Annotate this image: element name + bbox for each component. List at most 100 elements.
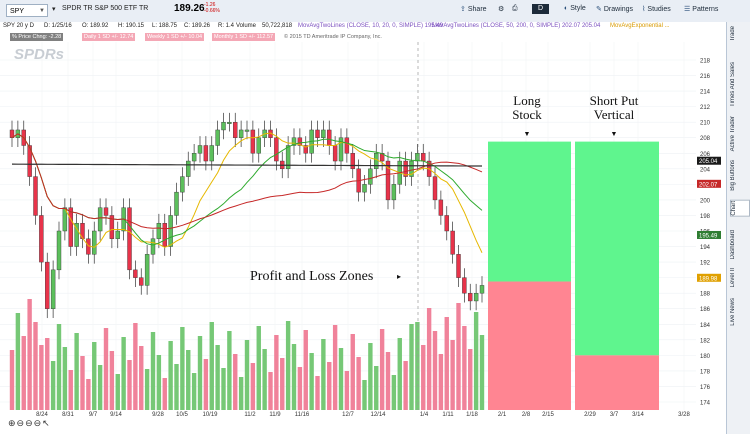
- sidebar-tab-live-news[interactable]: Live News: [730, 298, 736, 326]
- style-button[interactable]: ◐ Style: [564, 5, 586, 12]
- date-tick-label: 8/24: [36, 412, 48, 418]
- candle-body: [244, 129, 250, 132]
- candle-body: [27, 145, 32, 177]
- sidebar-tab-chart[interactable]: Chart: [730, 200, 750, 217]
- volume-bar: [180, 327, 185, 410]
- volume-bar: [456, 303, 461, 410]
- volume-bar: [274, 335, 279, 410]
- candle-body: [68, 207, 73, 247]
- date-tick-label: 3/7: [610, 412, 619, 418]
- date-tick-label: 9/14: [110, 412, 122, 418]
- candle-body: [344, 137, 350, 154]
- volume-bar: [139, 346, 144, 410]
- candle-body: [256, 137, 261, 154]
- loss-zone: [488, 281, 571, 410]
- volume-bar: [227, 331, 232, 410]
- ma-study-2[interactable]: MovAvgTwoLines (CLOSE, 50, 200, 0, SIMPL…: [432, 23, 601, 29]
- profit-zone: [575, 141, 659, 356]
- volume-bar: [121, 337, 126, 410]
- low-label: L: 188.75: [152, 23, 178, 29]
- close-label: C: 189.26: [184, 23, 211, 29]
- period-selector[interactable]: D: [532, 4, 550, 14]
- date-tick-label: 12/7: [342, 412, 354, 418]
- date-tick-label: 12/14: [370, 412, 386, 418]
- candle-body: [174, 191, 179, 216]
- zone-title: Stock: [512, 107, 542, 122]
- date-tick-label: 2/15: [542, 412, 554, 418]
- volume-bar: [21, 336, 26, 410]
- volume-bar: [74, 333, 79, 410]
- drawings-button[interactable]: ✎ Drawings: [596, 6, 634, 13]
- symbol-menu-icon[interactable]: ▾: [52, 6, 56, 13]
- volume-bar: [39, 345, 44, 410]
- sidebar-tab-trade[interactable]: Trade: [730, 26, 736, 42]
- volume-bar: [409, 324, 414, 410]
- studies-button[interactable]: ⌇ Studies: [642, 6, 671, 13]
- sidebar-tab-times-and-sales[interactable]: Times And Sales: [730, 62, 736, 107]
- candle-body: [168, 215, 173, 247]
- study-tag[interactable]: Weekly 1 SD +/- 10.04: [145, 33, 205, 41]
- volume-bar: [280, 358, 285, 410]
- candle-body: [209, 145, 214, 162]
- zone-title: Vertical: [594, 107, 635, 122]
- volume-bar: [462, 326, 467, 410]
- price-tick-label: 198: [700, 214, 711, 220]
- date-tick-label: 3/14: [632, 412, 644, 418]
- volume-bar: [197, 336, 203, 410]
- high-label: H: 190.15: [118, 23, 145, 29]
- candle-body: [109, 215, 115, 239]
- zones-annotation: Profit and Loss Zones: [250, 269, 373, 284]
- price-marker-label: 202.07: [699, 182, 718, 188]
- candle-body: [150, 238, 156, 255]
- timeframe-label[interactable]: SPY 20 y D: [3, 23, 34, 29]
- volume-bar: [15, 313, 21, 410]
- zone-title: Short Put: [590, 93, 639, 108]
- price-tick-label: 216: [700, 74, 711, 80]
- volume-bar: [321, 339, 326, 410]
- ma-study-3[interactable]: MovAvgExponential ...: [610, 23, 670, 29]
- zoom-icons[interactable]: ⊕⊖⊖⊖↖: [8, 418, 51, 428]
- candle-body: [133, 269, 138, 278]
- patterns-button[interactable]: ☰ Patterns: [684, 6, 719, 13]
- price-axis: 2182162142122102082062042022001981961941…: [696, 42, 726, 410]
- volume-bar: [27, 299, 32, 410]
- volume-bars: [9, 299, 485, 410]
- study-tag[interactable]: Monthly 1 SD +/- 112.57: [212, 33, 276, 41]
- volume-bar: [362, 380, 367, 410]
- symbol-selector[interactable]: SPY ▼: [6, 4, 48, 17]
- studies-icon: ⌇: [642, 6, 646, 13]
- sidebar-tab-big-buttons[interactable]: Big Buttons: [730, 160, 736, 191]
- sidebar-tab-dashboard[interactable]: Dashboard: [730, 230, 736, 260]
- volume-bar: [479, 335, 485, 410]
- date-tick-label: 2/1: [498, 412, 507, 418]
- sidebar-tab-level-ii[interactable]: Level II: [730, 268, 736, 288]
- settings-icon[interactable]: ⚙: [498, 6, 505, 13]
- ma-study-1[interactable]: MovAvgTwoLines (CLOSE, 10, 20, 0, SIMPLE…: [298, 23, 443, 29]
- sidebar-tab-active-trader[interactable]: Active Trader: [730, 116, 736, 152]
- zone-arrow-icon: ▼: [524, 131, 531, 138]
- last-price: 189.26: [174, 3, 205, 14]
- study-tag[interactable]: Daily 1 SD +/- 12.74: [82, 33, 136, 41]
- candle-body: [321, 129, 326, 138]
- volume-bar: [109, 351, 115, 410]
- candle-body: [197, 145, 203, 154]
- price-tick-label: 184: [700, 323, 711, 329]
- volume-bar: [444, 317, 449, 410]
- candle-body: [468, 292, 473, 302]
- candle-body: [56, 230, 62, 271]
- share-button[interactable]: ⇪ Share: [460, 6, 487, 13]
- date-tick-label: 9/7: [89, 412, 98, 418]
- price-tick-label: 186: [700, 307, 711, 313]
- volume-label: Volume: [236, 23, 257, 29]
- volume-bar: [45, 338, 50, 410]
- print-icon[interactable]: ⎙: [512, 5, 518, 12]
- volume-bar: [356, 357, 361, 410]
- candle-body: [327, 129, 332, 146]
- candle-body: [450, 230, 455, 255]
- study-tag[interactable]: % Price Chng: -2.28: [10, 33, 64, 41]
- candle-body: [127, 207, 132, 271]
- candle-body: [362, 184, 367, 193]
- candle-body: [62, 207, 68, 232]
- price-tick-label: 210: [700, 121, 711, 127]
